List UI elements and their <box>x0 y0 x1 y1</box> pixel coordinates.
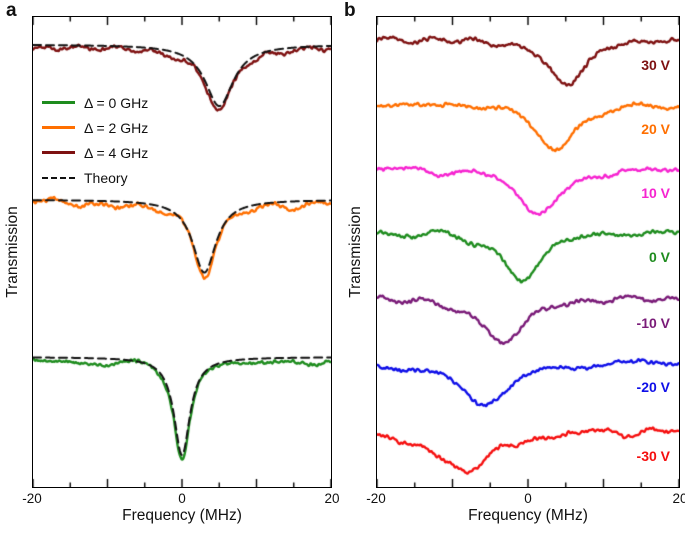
voltage-label: 20 V <box>641 121 670 138</box>
panel-b-x-tick-labels: -20 0 20 <box>366 491 685 509</box>
panel-b-y-axis-label: Transmission <box>347 206 364 298</box>
voltage-label: -20 V <box>636 379 670 396</box>
panel-a-letter: a <box>6 0 17 21</box>
panel-a-y-axis-label: Transmission <box>4 206 21 298</box>
panel-a-x-axis-label: Frequency (MHz) <box>122 507 242 524</box>
x-tick-label: 0 <box>178 491 186 506</box>
panel-b-plot-area: 30 V 20 V 10 V 0 V -10 V -20 V -30 V <box>376 16 680 488</box>
voltage-label: 10 V <box>641 185 670 202</box>
legend-label: Δ = 4 GHz <box>84 144 149 161</box>
panel-a-legend: Δ = 0 GHz Δ = 2 GHz Δ = 4 GHz Theory <box>42 93 148 187</box>
legend-label: Δ = 2 GHz <box>84 119 149 136</box>
legend-item-theory: Theory <box>42 168 148 187</box>
x-tick-label: -20 <box>22 491 42 506</box>
x-tick-label: 20 <box>324 491 340 506</box>
x-tick-label: 20 <box>672 491 685 506</box>
voltage-label: -30 V <box>636 447 670 464</box>
legend-line-swatch <box>42 151 75 154</box>
panel-a-x-tick-labels: -20 0 20 <box>22 491 339 509</box>
voltage-label: -10 V <box>636 314 670 331</box>
legend-label: Theory <box>84 169 128 186</box>
panel-b-x-axis-label: Frequency (MHz) <box>468 507 588 524</box>
x-tick-label: -20 <box>366 491 386 506</box>
panel-b-curves-canvas <box>377 17 679 487</box>
legend-line-swatch <box>42 101 75 104</box>
panel-a-curves-canvas <box>33 17 331 487</box>
legend-dashed-line-swatch <box>42 176 75 179</box>
legend-item-delta-4: Δ = 4 GHz <box>42 143 148 162</box>
legend-line-swatch <box>42 126 75 129</box>
panel-b-letter: b <box>344 0 356 21</box>
x-tick-label: 0 <box>524 491 532 506</box>
voltage-label: 30 V <box>641 56 670 73</box>
panel-a-plot-area: Δ = 0 GHz Δ = 2 GHz Δ = 4 GHz Theory <box>32 16 332 488</box>
legend-label: Δ = 0 GHz <box>84 94 149 111</box>
voltage-label: 0 V <box>648 249 670 266</box>
legend-item-delta-2: Δ = 2 GHz <box>42 118 148 137</box>
legend-item-delta-0: Δ = 0 GHz <box>42 93 148 112</box>
